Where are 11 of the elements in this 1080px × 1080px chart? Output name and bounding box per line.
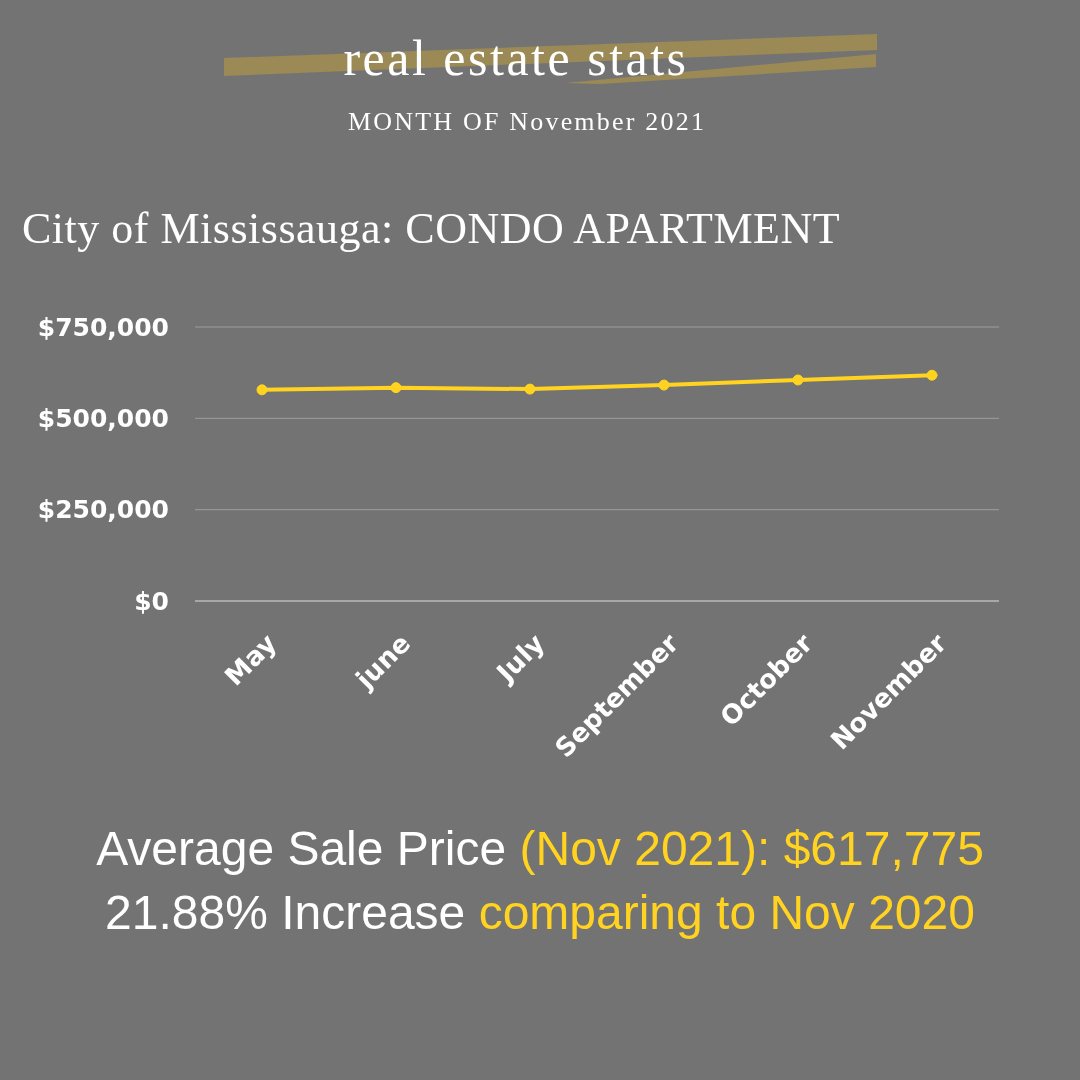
y-tick-label: $750,000 [37, 312, 169, 342]
text: (Nov 2021): $617,775 [519, 822, 984, 875]
text: City of Mississauga: CONDO APARTMENT [22, 204, 841, 253]
text: 21.88% Increase [105, 886, 466, 939]
y-tick-label: $0 [134, 586, 169, 616]
y-tick-label: $500,000 [37, 404, 169, 434]
chart-title: real estate stats [342, 30, 690, 86]
chart-subtitle: MONTH OF November 2021 [346, 107, 708, 136]
text: Average Sale Price [96, 822, 507, 875]
y-tick-label: $250,000 [37, 495, 169, 525]
text: comparing to Nov 2020 [478, 886, 975, 939]
